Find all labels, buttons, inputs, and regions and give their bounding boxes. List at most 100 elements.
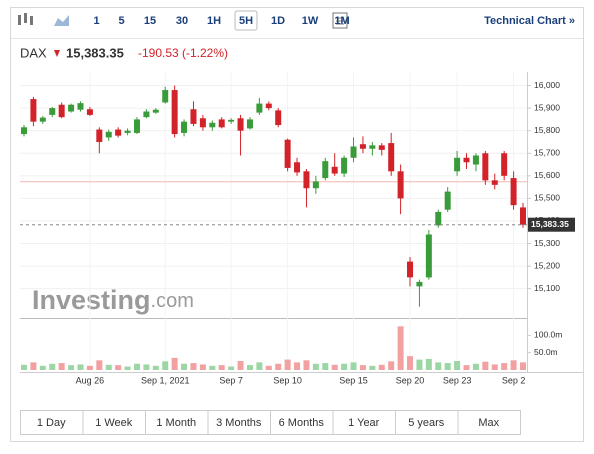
interval-button[interactable]: 5H [239, 15, 253, 27]
candle-body [237, 118, 244, 131]
range-button[interactable] [82, 410, 146, 435]
candle-body [303, 171, 310, 189]
candle-body [228, 119, 235, 122]
range-label[interactable]: 6 Months [279, 417, 325, 429]
volume-bar [143, 364, 150, 370]
x-tick-label: Aug 26 [76, 375, 105, 385]
candle-body [284, 139, 291, 168]
range-label[interactable]: 1 Day [37, 417, 66, 429]
volume-bar [190, 363, 197, 370]
volume-bar [86, 365, 93, 370]
interval-button[interactable]: 15 [144, 15, 156, 27]
range-label[interactable]: 3 Months [216, 417, 262, 429]
range-button[interactable] [270, 410, 334, 435]
volume-bar [284, 359, 291, 370]
candle-body [68, 104, 75, 112]
volume-bar [454, 360, 461, 370]
candle-body [77, 103, 84, 110]
volume-bar [96, 360, 103, 370]
volume-bar [350, 362, 357, 370]
candle-body [143, 111, 150, 118]
candle-body [58, 104, 65, 118]
interval-button[interactable]: 30 [176, 15, 188, 27]
interval-button[interactable]: 1W [302, 15, 319, 27]
range-button[interactable] [395, 410, 459, 435]
y-tick-label: 15,100 [534, 283, 560, 293]
interval-button[interactable]: 1 [93, 15, 99, 27]
candle-body [482, 153, 489, 181]
candle-body [275, 110, 282, 126]
candle-body [218, 119, 225, 128]
volume-bar [162, 361, 169, 370]
volume-bar [378, 364, 385, 370]
last-price-label: 15,383.35 [531, 219, 569, 229]
volume-bar [237, 360, 244, 370]
volume-bar [181, 363, 188, 370]
candle-body [30, 99, 37, 122]
candle-body [265, 103, 272, 109]
interval-button[interactable]: 1D [271, 15, 285, 27]
volume-bar [425, 358, 432, 370]
candle-body [454, 157, 461, 172]
range-label[interactable]: 5 years [408, 417, 445, 429]
range-label[interactable]: 1 Month [156, 417, 196, 429]
candle-body [416, 281, 423, 287]
watermark: Investing.com [32, 285, 194, 315]
volume-bar [322, 363, 329, 370]
volume-bar [21, 364, 27, 370]
volume-bar [388, 361, 395, 370]
volume-bar [359, 365, 366, 370]
candle-body [171, 90, 178, 135]
candle-body [369, 145, 376, 149]
range-button[interactable] [20, 410, 84, 435]
symbol: DAX [20, 45, 47, 60]
interval-button[interactable]: 1M [334, 15, 349, 27]
candle-body [86, 109, 93, 115]
y-tick-label: 15,700 [534, 147, 560, 157]
selected-interval [234, 10, 258, 31]
candle-body [152, 109, 159, 113]
candle-body [322, 161, 329, 179]
candle-body [350, 146, 357, 158]
volume-bar [256, 362, 263, 370]
interval-button[interactable]: 5 [118, 15, 124, 27]
range-button[interactable] [145, 410, 209, 435]
area-icon[interactable] [54, 15, 69, 26]
candle-body [463, 157, 470, 163]
volume-bar [30, 362, 37, 370]
range-label[interactable]: Max [478, 417, 499, 429]
candle-body [407, 261, 414, 278]
range-label[interactable]: 1 Week [95, 417, 133, 429]
candle-body [510, 178, 517, 206]
volume-bar [369, 365, 376, 370]
candle-icon[interactable] [18, 13, 33, 25]
candle-body [331, 166, 338, 174]
volume-bar [58, 363, 65, 370]
volume-bar [49, 363, 56, 370]
volume-bar [77, 364, 84, 370]
interval-button[interactable]: 1H [207, 15, 221, 27]
tools-icon[interactable] [332, 12, 348, 29]
candle-body [181, 121, 188, 133]
candle-body [133, 119, 140, 133]
candle-body [124, 130, 131, 133]
volume-bar [218, 365, 225, 370]
volume-bar [265, 365, 272, 370]
candle-body [388, 143, 395, 172]
x-tick-label: Sep 1, 2021 [141, 375, 190, 385]
candle-body [444, 191, 451, 210]
range-button[interactable] [207, 410, 271, 435]
volume-bar [397, 326, 404, 370]
range-label[interactable]: 1 Year [348, 417, 380, 429]
volume-bar [435, 362, 442, 370]
volume-bar [444, 363, 451, 370]
x-tick-label: Sep 2 [502, 375, 526, 385]
change: -190.53 [138, 46, 179, 60]
range-button[interactable] [457, 410, 521, 435]
candle-body [209, 122, 216, 128]
y-tick-label: 15,300 [534, 238, 560, 248]
technical-chart-link[interactable]: Technical Chart » [484, 15, 575, 27]
volume-bar [124, 366, 131, 370]
volume-bar [331, 364, 338, 370]
